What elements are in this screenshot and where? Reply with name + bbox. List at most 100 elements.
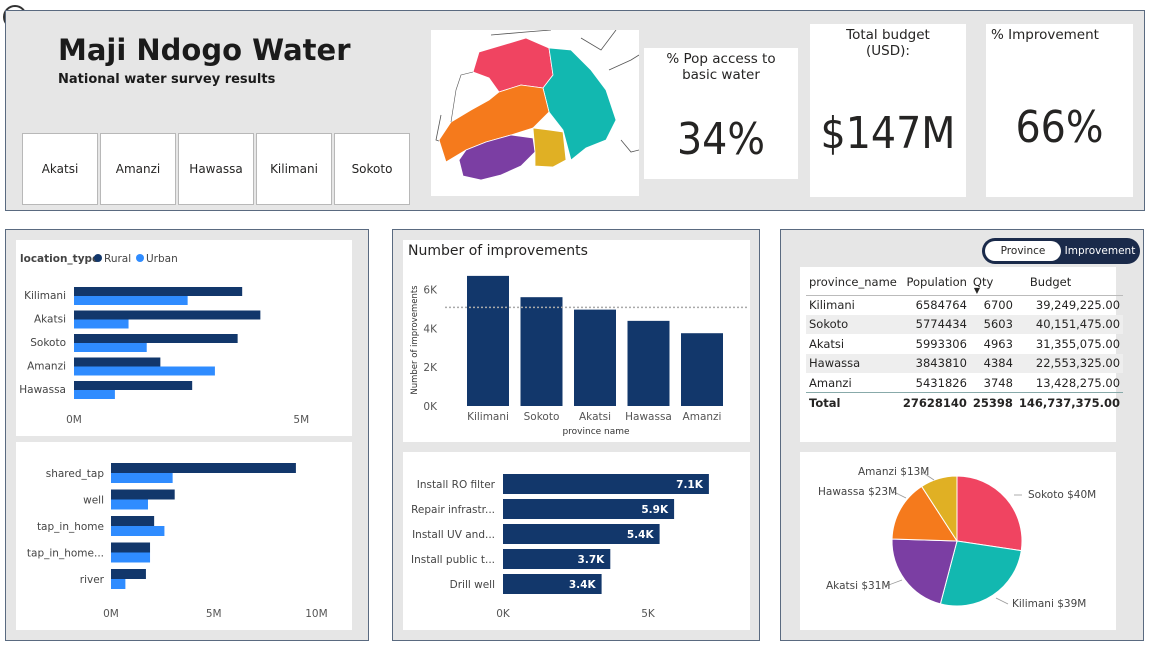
bar[interactable] [111, 542, 151, 553]
category-label: shared_tap [46, 468, 105, 480]
province-map[interactable] [431, 29, 640, 196]
bar[interactable] [74, 319, 129, 329]
bar[interactable] [111, 473, 173, 483]
table-cell: 5993306 [915, 336, 967, 351]
bar[interactable] [74, 381, 193, 390]
y-tick-label: 0K [423, 401, 438, 413]
category-label: Install UV and... [412, 529, 495, 541]
bar[interactable] [111, 579, 126, 589]
sort-desc-icon: ▼ [973, 286, 981, 295]
table-cell: Amanzi [809, 375, 852, 390]
bar[interactable] [520, 297, 563, 406]
leader-line [885, 579, 903, 587]
x-tick-label: 0M [66, 414, 82, 426]
bar[interactable] [74, 366, 215, 376]
table-cell: 4963 [983, 336, 1013, 351]
table-row[interactable]: Hawassa 3843810 4384 22,553,325.00 [806, 353, 1124, 373]
table-row[interactable]: Amanzi 5431826 3748 13,428,275.00 [806, 373, 1123, 393]
bar[interactable] [627, 320, 670, 406]
bar[interactable] [467, 275, 509, 406]
legend-label[interactable]: Urban [146, 253, 178, 265]
y-tick-label: 2K [423, 362, 438, 374]
pie-slice[interactable] [891, 538, 958, 605]
x-tick-label: 5M [206, 608, 222, 620]
bar[interactable] [74, 390, 115, 399]
map-region-amanzi[interactable] [532, 127, 567, 168]
table-row[interactable]: Kilimani 6584764 6700 39,249,225.00 [806, 295, 1123, 315]
bar[interactable] [111, 463, 296, 473]
province-slicer-sokoto[interactable]: Sokoto [334, 133, 410, 205]
improvement-type-chart-card: Install RO filter 7.1K Repair infrastr... 5… [403, 452, 750, 630]
bar[interactable] [74, 334, 238, 343]
bar[interactable] [74, 287, 243, 296]
data-label: 5.4K [627, 529, 655, 541]
bar[interactable] [111, 499, 148, 510]
bar[interactable] [111, 516, 155, 526]
kpi-improvement-value: 66% [1015, 102, 1104, 153]
category-label: tap_in_home... [27, 548, 104, 560]
x-tick-label: Akatsi [579, 411, 611, 423]
table-cell: 3748 [983, 375, 1013, 390]
pie-slice[interactable] [956, 475, 1023, 552]
bar[interactable] [111, 526, 165, 536]
view-toggle[interactable]: Province Improvement [982, 238, 1140, 264]
map-region-sokoto[interactable] [472, 37, 554, 93]
legend-label[interactable]: Rural [104, 253, 131, 265]
province-slicer-kilimani[interactable]: Kilimani [256, 133, 332, 205]
slice-label: Akatsi $31M [826, 580, 890, 592]
map-region-akatsi[interactable] [458, 134, 536, 181]
bar[interactable] [74, 343, 147, 352]
table-cell: 40,151,475.00 [1015, 314, 1124, 334]
bar[interactable] [74, 296, 188, 305]
pie-slice[interactable] [939, 540, 1022, 607]
pie-slice[interactable] [920, 475, 958, 543]
table-row[interactable]: Akatsi 5993306 4963 31,355,075.00 [806, 334, 1123, 354]
province-slicer-amanzi[interactable]: Amanzi [100, 133, 176, 205]
x-tick-label: 0M [103, 608, 119, 620]
bar[interactable] [574, 309, 616, 406]
col-budget[interactable]: Budget [1029, 274, 1072, 289]
bar[interactable] [74, 357, 161, 367]
province-table: province_name Population Qty ▼ Budget Kil… [806, 269, 1124, 412]
category-label: Install RO filter [417, 479, 496, 491]
legend-marker [136, 254, 144, 262]
page-title: Maji Ndogo Water [58, 33, 351, 67]
pie-slice[interactable] [891, 485, 958, 542]
toggle-province[interactable]: Province [985, 241, 1061, 261]
province-slicer-hawassa[interactable]: Hawassa [178, 133, 254, 205]
leader-line [995, 597, 1009, 605]
table-total-cell: 27628140 [899, 392, 970, 412]
bar[interactable] [74, 310, 261, 320]
table-cell: 6700 [983, 298, 1013, 312]
table-cell: 31,355,075.00 [1035, 336, 1121, 351]
legend-marker [94, 254, 102, 262]
bar[interactable] [503, 574, 602, 594]
bar[interactable] [503, 549, 611, 569]
table-row[interactable]: Sokoto 5774434 5603 40,151,475.00 [806, 314, 1124, 334]
col-population[interactable]: Population [906, 274, 967, 289]
table-cell: 5774434 [899, 314, 970, 334]
table-total-cell: Total [806, 392, 900, 412]
slice-label: Hawassa $23M [818, 486, 897, 498]
x-tick-label: Hawassa [625, 411, 672, 423]
province-slicer-akatsi[interactable]: Akatsi [22, 133, 98, 205]
toggle-improvement[interactable]: Improvement [1064, 245, 1136, 257]
table-cell: 39,249,225.00 [1035, 298, 1121, 312]
col-qty[interactable]: Qty ▼ [972, 274, 994, 295]
category-label: well [83, 495, 104, 507]
x-tick-label: Kilimani [467, 411, 509, 423]
bar[interactable] [681, 333, 723, 406]
bar[interactable] [111, 489, 175, 500]
category-label: Hawassa [19, 384, 66, 396]
bar[interactable] [503, 474, 709, 494]
table-cell: 5603 [969, 314, 1016, 334]
data-label: 3.4K [569, 579, 597, 591]
bar[interactable] [111, 552, 151, 563]
category-label: Repair infrastr... [411, 504, 495, 516]
bar[interactable] [503, 524, 660, 544]
bar[interactable] [111, 569, 146, 579]
bar[interactable] [503, 499, 675, 519]
category-label: Drill well [450, 579, 495, 591]
col-province-name[interactable]: province_name [809, 274, 897, 289]
